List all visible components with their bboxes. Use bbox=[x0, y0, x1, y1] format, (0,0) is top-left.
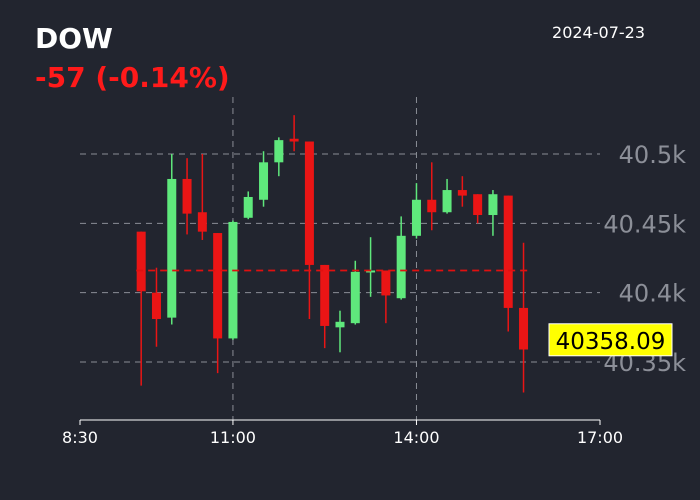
candle-body bbox=[396, 235, 406, 299]
candle-body bbox=[289, 138, 299, 142]
candle-body bbox=[335, 321, 345, 328]
candle-body bbox=[503, 195, 513, 308]
candle-body bbox=[243, 196, 253, 218]
candle-body bbox=[304, 141, 314, 265]
last-price-box bbox=[548, 323, 673, 357]
candle-body bbox=[411, 199, 421, 236]
candle-body bbox=[473, 194, 483, 216]
candle-body bbox=[197, 212, 207, 232]
y-tick-label: 40.5k bbox=[619, 141, 686, 169]
candle-body bbox=[259, 162, 269, 200]
candle-body bbox=[274, 140, 284, 163]
candle-body bbox=[366, 270, 376, 273]
x-tick-label: 11:00 bbox=[210, 428, 256, 447]
x-tick-label: 17:00 bbox=[577, 428, 623, 447]
candle-body bbox=[457, 190, 467, 196]
ticker-symbol: DOW bbox=[35, 22, 113, 55]
candle-body bbox=[167, 178, 177, 318]
price-change: -57 (-0.14%) bbox=[35, 61, 230, 94]
candle-body bbox=[213, 233, 223, 339]
candle-body bbox=[519, 307, 529, 350]
chart-date: 2024-07-23 bbox=[552, 23, 645, 42]
x-tick-label: 14:00 bbox=[393, 428, 439, 447]
last-price-label: 40358.09 bbox=[556, 329, 666, 355]
candle-body bbox=[136, 231, 146, 292]
candle-body bbox=[228, 221, 238, 339]
candle-body bbox=[427, 199, 437, 213]
candle-body bbox=[151, 292, 161, 320]
candle-body bbox=[381, 270, 391, 296]
candle-body bbox=[442, 190, 452, 213]
candle-body bbox=[350, 271, 360, 324]
x-tick-label: 8:30 bbox=[62, 428, 98, 447]
candle-body bbox=[182, 178, 192, 214]
candle-body bbox=[488, 194, 498, 216]
y-tick-label: 40.45k bbox=[603, 210, 686, 238]
y-tick-label: 40.4k bbox=[619, 280, 686, 308]
candle-body bbox=[320, 264, 330, 326]
